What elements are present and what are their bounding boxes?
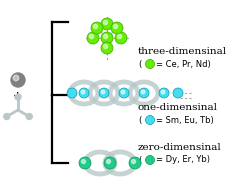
Circle shape (103, 34, 108, 39)
Circle shape (121, 90, 125, 94)
Circle shape (99, 88, 109, 98)
Circle shape (173, 88, 183, 98)
Circle shape (146, 115, 154, 125)
Text: one-dimensinal: one-dimensinal (138, 104, 218, 112)
Circle shape (129, 157, 141, 169)
Circle shape (101, 32, 113, 44)
Circle shape (93, 24, 98, 29)
Circle shape (4, 114, 10, 119)
Circle shape (11, 73, 25, 87)
Circle shape (13, 75, 19, 81)
Text: = Sm, Eu, Tb): = Sm, Eu, Tb) (156, 115, 214, 125)
Circle shape (106, 160, 110, 163)
Circle shape (141, 90, 145, 94)
Circle shape (101, 18, 113, 30)
Circle shape (115, 32, 127, 44)
Circle shape (104, 157, 116, 169)
Circle shape (146, 60, 154, 68)
Circle shape (67, 88, 77, 98)
Circle shape (111, 22, 123, 34)
Text: +: + (13, 91, 23, 101)
Circle shape (91, 22, 103, 34)
Circle shape (79, 157, 91, 169)
Circle shape (81, 160, 85, 163)
Circle shape (103, 20, 108, 25)
Circle shape (101, 42, 113, 54)
Circle shape (132, 160, 135, 163)
Circle shape (81, 90, 85, 94)
Circle shape (79, 88, 89, 98)
Circle shape (117, 34, 122, 39)
Circle shape (119, 88, 129, 98)
Circle shape (159, 88, 169, 98)
Text: (: ( (138, 156, 141, 164)
Circle shape (89, 34, 94, 39)
Circle shape (139, 88, 149, 98)
Text: (: ( (138, 60, 141, 68)
Circle shape (101, 90, 105, 94)
Text: = Dy, Er, Yb): = Dy, Er, Yb) (156, 156, 210, 164)
Circle shape (87, 32, 99, 44)
Circle shape (26, 114, 32, 119)
Text: (: ( (138, 115, 141, 125)
Text: zero-dimensinal: zero-dimensinal (138, 143, 222, 153)
Text: = Ce, Pr, Nd): = Ce, Pr, Nd) (156, 60, 211, 68)
Circle shape (113, 24, 118, 29)
Circle shape (146, 156, 154, 164)
Circle shape (161, 90, 165, 94)
Circle shape (15, 94, 21, 100)
Circle shape (103, 44, 108, 49)
Text: three-dimensinal: three-dimensinal (138, 47, 227, 57)
